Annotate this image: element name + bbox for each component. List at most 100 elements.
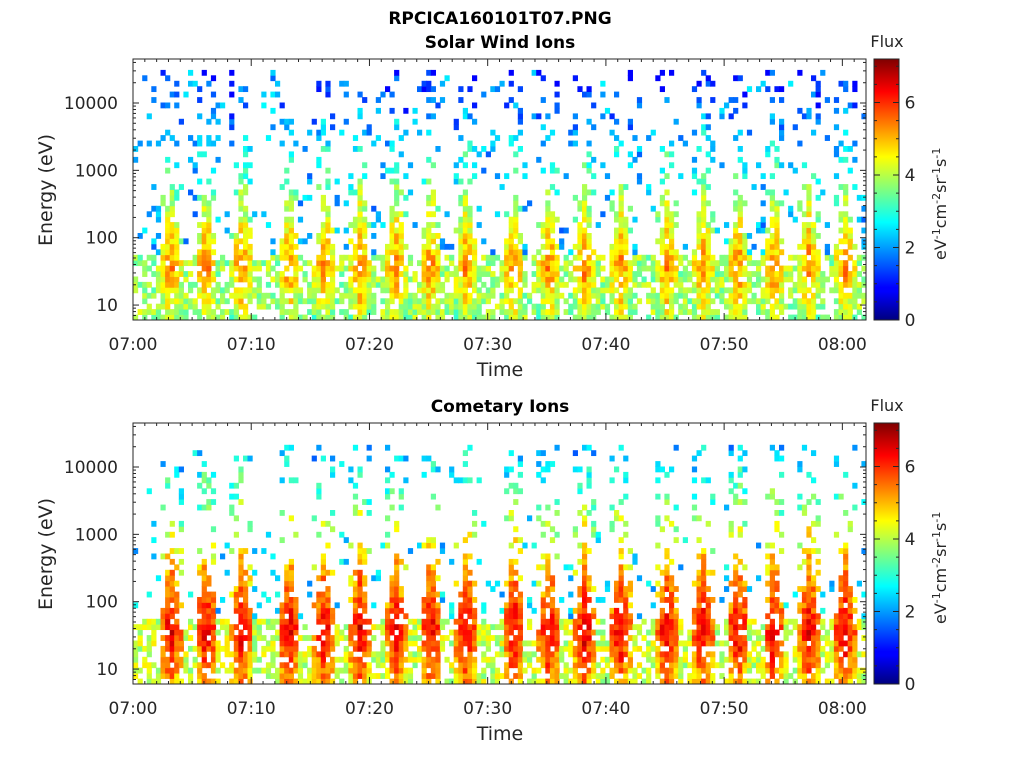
spectrogram-cell: [582, 298, 588, 305]
spectrogram-cell: [458, 287, 464, 294]
spectrogram-cell: [462, 635, 468, 641]
spectrogram-cell: [183, 651, 189, 658]
spectrogram-cell: [765, 640, 771, 647]
spectrogram-cell: [485, 629, 491, 636]
spectrogram-cell: [247, 613, 253, 620]
spectrogram-cell: [444, 309, 450, 315]
spectrogram-cell: [394, 667, 400, 674]
spectrogram-cell: [330, 314, 336, 321]
spectrogram-cell: [627, 124, 633, 131]
spectrogram-cell: [439, 618, 446, 625]
spectrogram-cell: [421, 265, 427, 272]
spectrogram-cell: [586, 118, 592, 125]
spectrogram-cell: [407, 656, 414, 663]
spectrogram-cell: [756, 575, 762, 582]
spectrogram-cell: [797, 635, 803, 641]
spectrogram-cell: [449, 667, 455, 674]
spectrogram-cell: [453, 287, 459, 294]
spectrogram-cell: [462, 450, 468, 457]
spectrogram-cell: [188, 298, 194, 305]
spectrogram-cell: [719, 287, 725, 294]
spectrogram-cell: [343, 118, 349, 125]
spectrogram-cell: [806, 586, 812, 592]
spectrogram-cell: [646, 580, 652, 587]
spectrogram-cell: [192, 162, 198, 169]
spectrogram-cell: [861, 227, 867, 234]
spectrogram-cell: [774, 526, 780, 533]
spectrogram-cell: [687, 662, 693, 669]
spectrogram-cell: [504, 271, 510, 277]
spectrogram-cell: [233, 602, 239, 609]
spectrogram-cell: [320, 205, 326, 212]
spectrogram-cell: [623, 184, 629, 190]
spectrogram-cell: [197, 482, 203, 489]
spectrogram-cell: [820, 287, 826, 294]
spectrogram-cell: [233, 276, 239, 283]
spectrogram-cell: [728, 656, 734, 663]
spectrogram-cell: [494, 667, 501, 674]
spectrogram-cell: [362, 276, 368, 283]
spectrogram-cell: [394, 656, 400, 663]
spectrogram-cell: [412, 629, 418, 636]
spectrogram-cell: [352, 580, 359, 587]
spectrogram-cell: [247, 227, 253, 234]
spectrogram-cell: [540, 287, 546, 294]
spectrogram-cell: [779, 162, 785, 169]
spectrogram-cell: [142, 298, 148, 305]
spectrogram-cell: [549, 678, 556, 685]
spectrogram-cell: [279, 537, 285, 544]
spectrogram-cell: [623, 613, 629, 620]
spectrogram-cell: [206, 118, 212, 125]
spectrogram-cell: [705, 667, 711, 674]
spectrogram-cell: [659, 238, 665, 245]
spectrogram-cell: [591, 249, 597, 256]
spectrogram-cell: [462, 575, 468, 582]
spectrogram-cell: [247, 254, 253, 261]
spectrogram-cell: [265, 624, 272, 631]
spectrogram-cell: [618, 265, 624, 272]
spectrogram-cell: [453, 477, 459, 484]
x-tick-label: 07:40: [581, 335, 630, 355]
spectrogram-cell: [284, 287, 290, 294]
spectrogram-cell: [792, 618, 798, 625]
spectrogram-cell: [284, 586, 290, 592]
spectrogram-cell: [527, 651, 533, 658]
spectrogram-cell: [618, 662, 624, 669]
spectrogram-cell: [385, 542, 391, 549]
spectrogram-cell: [618, 645, 624, 652]
spectrogram-cell: [476, 629, 482, 636]
spectrogram-cell: [833, 173, 840, 180]
spectrogram-cell: [646, 629, 652, 636]
spectrogram-cell: [165, 167, 171, 174]
spectrogram-cell: [261, 292, 267, 299]
spectrogram-cell: [394, 640, 400, 647]
spectrogram-cell: [806, 662, 812, 669]
spectrogram-cell: [673, 118, 679, 125]
spectrogram-cell: [540, 303, 546, 310]
spectrogram-cell: [348, 238, 354, 245]
spectrogram-cell: [229, 651, 235, 658]
spectrogram-cell: [407, 548, 414, 554]
spectrogram-cell: [394, 569, 400, 576]
spectrogram-cell: [760, 656, 766, 663]
spectrogram-cell: [362, 254, 368, 261]
spectrogram-cell: [682, 265, 688, 272]
spectrogram-cell: [737, 156, 743, 163]
spectrogram-cell: [801, 281, 808, 288]
spectrogram-cell: [197, 607, 203, 614]
spectrogram-cell: [861, 243, 867, 250]
spectrogram-cell: [540, 520, 546, 527]
spectrogram-cell: [174, 607, 180, 614]
spectrogram-cell: [522, 667, 528, 674]
spectrogram-cell: [229, 260, 235, 267]
spectrogram-cell: [430, 537, 436, 544]
spectrogram-cell: [275, 667, 281, 674]
spectrogram-cell: [756, 303, 762, 310]
spectrogram-cell: [806, 298, 812, 305]
spectrogram-cell: [334, 194, 340, 201]
spectrogram-cell: [169, 298, 175, 305]
spectrogram-cell: [733, 75, 739, 82]
spectrogram-cell: [297, 662, 304, 669]
spectrogram-cell: [577, 254, 583, 261]
spectrogram-cell: [472, 640, 478, 647]
